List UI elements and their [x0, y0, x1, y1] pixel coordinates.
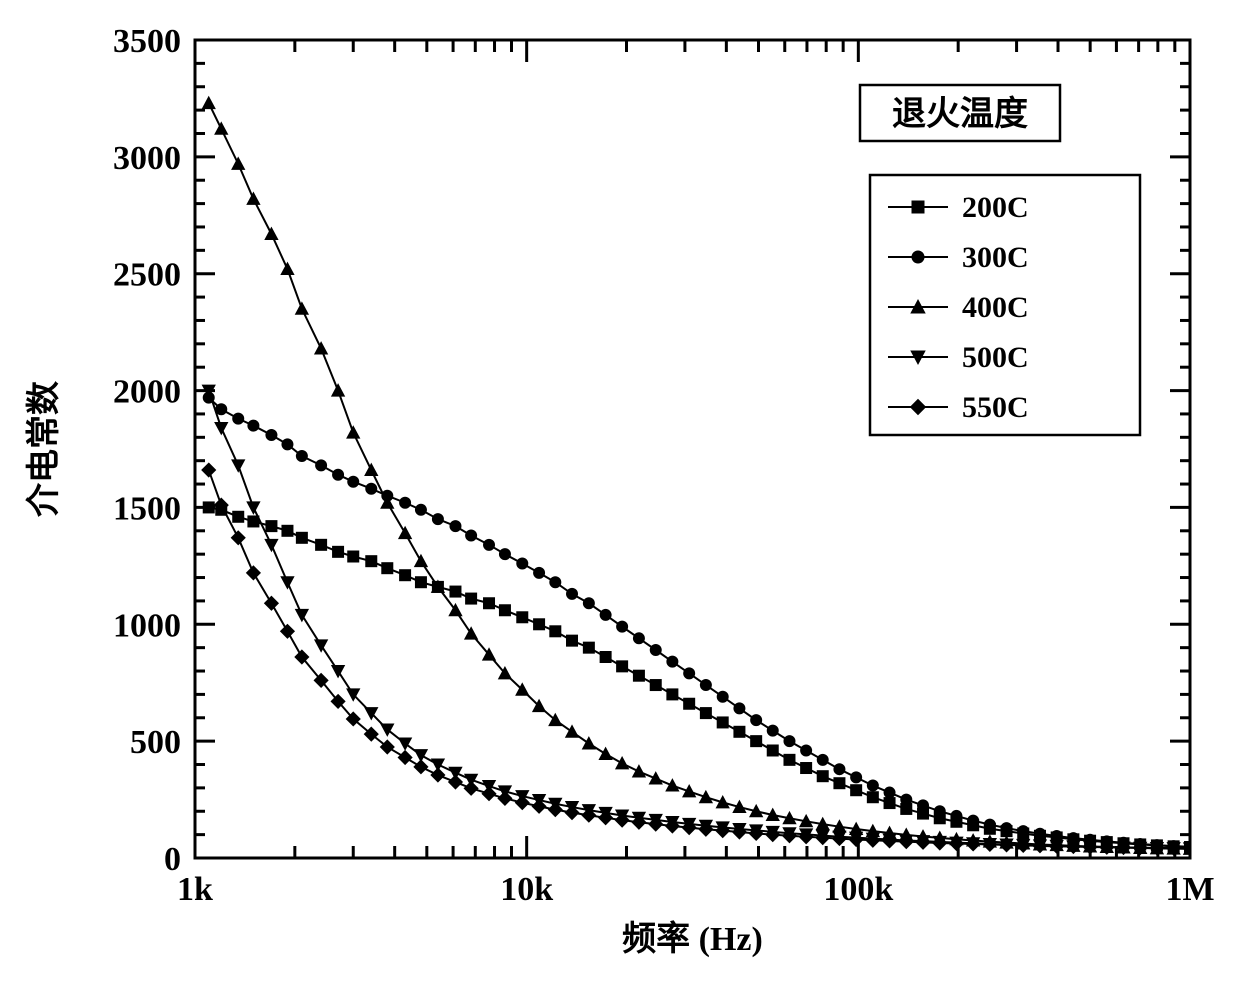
y-axis-label: 介电常数	[25, 381, 63, 517]
x-tick-label: 1M	[1165, 871, 1214, 908]
series-500C	[202, 385, 1196, 855]
series-200C	[203, 502, 1195, 853]
legend-item-label: 400C	[962, 291, 1029, 324]
legend-item-label: 550C	[962, 391, 1029, 424]
x-tick-label: 10k	[500, 871, 553, 908]
chart-container: 1k 10k 100k 1M 频率 (Hz) 0 500 1000 1500 2000 2500 30…	[0, 0, 1240, 986]
y-tick-label: 2000	[113, 374, 181, 411]
plot-border	[195, 40, 1190, 858]
y-tick-label: 2500	[113, 257, 181, 294]
series-550C	[202, 463, 1197, 855]
legend-item-label: 200C	[962, 191, 1029, 224]
legend-title: 退火温度	[892, 95, 1028, 133]
legend-item-label: 500C	[962, 341, 1029, 374]
x-tick-label: 100k	[823, 871, 893, 908]
x-tick-label: 1k	[177, 871, 213, 908]
legend-item-label: 300C	[962, 241, 1029, 274]
y-tick-label: 1000	[113, 607, 181, 644]
series-300C	[203, 392, 1195, 852]
y-tick-label: 3500	[113, 23, 181, 60]
y-tick-label: 1500	[113, 490, 181, 527]
y-tick-label: 0	[164, 841, 181, 878]
y-tick-label: 3000	[113, 140, 181, 177]
x-axis-label: 频率 (Hz)	[622, 920, 763, 958]
chart-svg: 1k 10k 100k 1M 频率 (Hz) 0 500 1000 1500 2000 2500 30…	[0, 0, 1240, 986]
y-tick-label: 500	[130, 724, 181, 761]
